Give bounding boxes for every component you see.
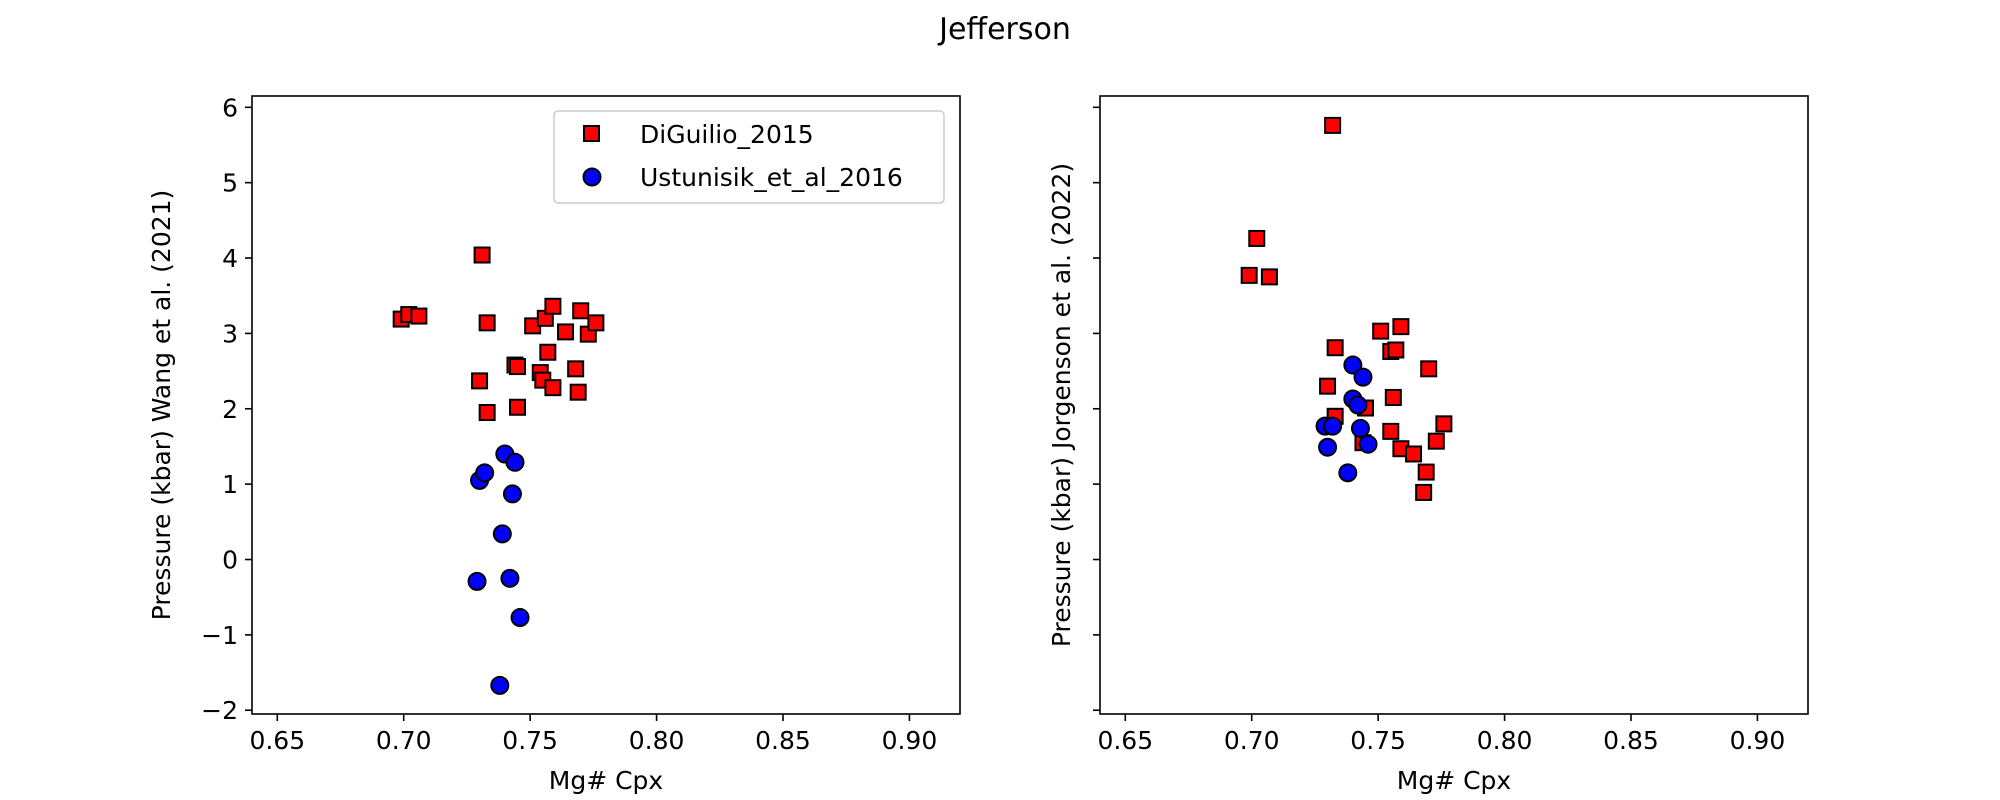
y-tick-label: 6 (222, 93, 238, 122)
data-point (1260, 268, 1278, 286)
data-point (569, 383, 587, 401)
legend-frame (553, 110, 945, 204)
data-point (572, 302, 590, 320)
x-tick-label: 0.90 (882, 726, 938, 755)
data-point (1319, 377, 1337, 395)
x-tick-label: 0.70 (1224, 726, 1280, 755)
data-point (1384, 388, 1402, 406)
x-tick-label: 0.85 (755, 726, 811, 755)
y-tick-label: 2 (222, 395, 238, 424)
legend-label-diguilio: DiGuilio_2015 (640, 120, 814, 149)
y-tick-label: 0 (222, 546, 238, 575)
data-point (1324, 116, 1342, 134)
data-point (471, 372, 489, 390)
series-ustunisik-et-al-2016 (467, 444, 530, 695)
y-tick-label: 3 (222, 319, 238, 348)
y-axis-label: Pressure (kbar) Wang et al. (2021) (147, 190, 176, 621)
legend-label-ustunisik: Ustunisik_et_al_2016 (640, 163, 903, 192)
data-point (505, 452, 525, 472)
data-point (509, 358, 526, 376)
x-tick-label: 0.75 (502, 726, 558, 755)
data-point (1338, 463, 1358, 483)
x-tick-label: 0.65 (1097, 726, 1153, 755)
y-tick-label: 4 (222, 244, 238, 273)
data-point (1382, 422, 1400, 440)
data-point (510, 608, 530, 628)
y-tick-label: 1 (222, 470, 238, 499)
legend-marker-ustunisik (582, 167, 602, 187)
data-point (410, 307, 428, 325)
data-point (500, 568, 520, 588)
data-point (1353, 367, 1373, 387)
data-point (490, 675, 510, 695)
x-tick-label: 0.70 (376, 726, 432, 755)
data-point (1240, 266, 1258, 284)
data-point (1387, 341, 1405, 359)
x-tick-label: 0.90 (1730, 726, 1786, 755)
data-point (475, 463, 495, 483)
y-tick-label: −1 (201, 621, 238, 650)
data-point (587, 314, 605, 332)
data-point (478, 404, 496, 422)
data-point (1323, 416, 1343, 436)
y-tick-label: −2 (201, 696, 238, 725)
data-point (1358, 434, 1378, 454)
figure-title: Jefferson (937, 12, 1071, 47)
x-axis-label: Mg# Cpx (549, 766, 663, 795)
data-point (509, 398, 526, 416)
x-tick-label: 0.85 (1603, 726, 1659, 755)
data-point (492, 524, 512, 544)
scatter-plot-jorgenson: 0.65 0.70 0.75 0.80 0.85 0.90 Mg# Cpx Pressure … (1047, 95, 1809, 795)
data-point (1420, 360, 1438, 378)
data-point (1326, 339, 1344, 357)
data-point (1348, 395, 1368, 415)
data-point (1248, 229, 1266, 247)
data-point (473, 246, 491, 264)
data-point (1435, 415, 1453, 433)
series-diguilio-2015 (392, 246, 605, 422)
x-axis-label: Mg# Cpx (1397, 766, 1511, 795)
data-point (1372, 322, 1390, 340)
legend: DiGuilio_2015 Ustunisik_et_al_2016 (553, 110, 945, 204)
data-point (1392, 318, 1410, 336)
x-tick-label: 0.75 (1350, 726, 1406, 755)
data-point (502, 484, 522, 504)
data-point (567, 360, 585, 378)
data-point (557, 323, 575, 341)
axes-frame (1099, 95, 1809, 715)
data-point (467, 571, 487, 591)
axes-frame (251, 95, 961, 715)
legend-marker-diguilio (583, 125, 600, 142)
data-point (1318, 437, 1338, 457)
data-point (1427, 432, 1445, 450)
series-ustunisik-et-al-2016 (1315, 355, 1378, 483)
data-point (1405, 445, 1423, 463)
data-point (544, 379, 562, 397)
scatter-plot-wang: 0.65 0.70 0.75 0.80 0.85 0.90 −2 −1 0 1 2 3 4 5 6 Mg# C… (147, 93, 961, 795)
data-point (1350, 418, 1370, 438)
data-point (478, 314, 496, 332)
data-point (1343, 355, 1363, 375)
x-tick-label: 0.80 (629, 726, 685, 755)
data-point (539, 343, 557, 361)
data-point (544, 297, 562, 315)
data-point (1415, 483, 1433, 501)
y-tick-label: 5 (222, 169, 238, 198)
series-diguilio-2015 (1240, 116, 1453, 501)
data-point (1417, 463, 1435, 481)
x-tick-label: 0.80 (1477, 726, 1533, 755)
y-axis-label: Pressure (kbar) Jorgenson et al. (2022) (1047, 163, 1076, 647)
x-tick-label: 0.65 (249, 726, 305, 755)
